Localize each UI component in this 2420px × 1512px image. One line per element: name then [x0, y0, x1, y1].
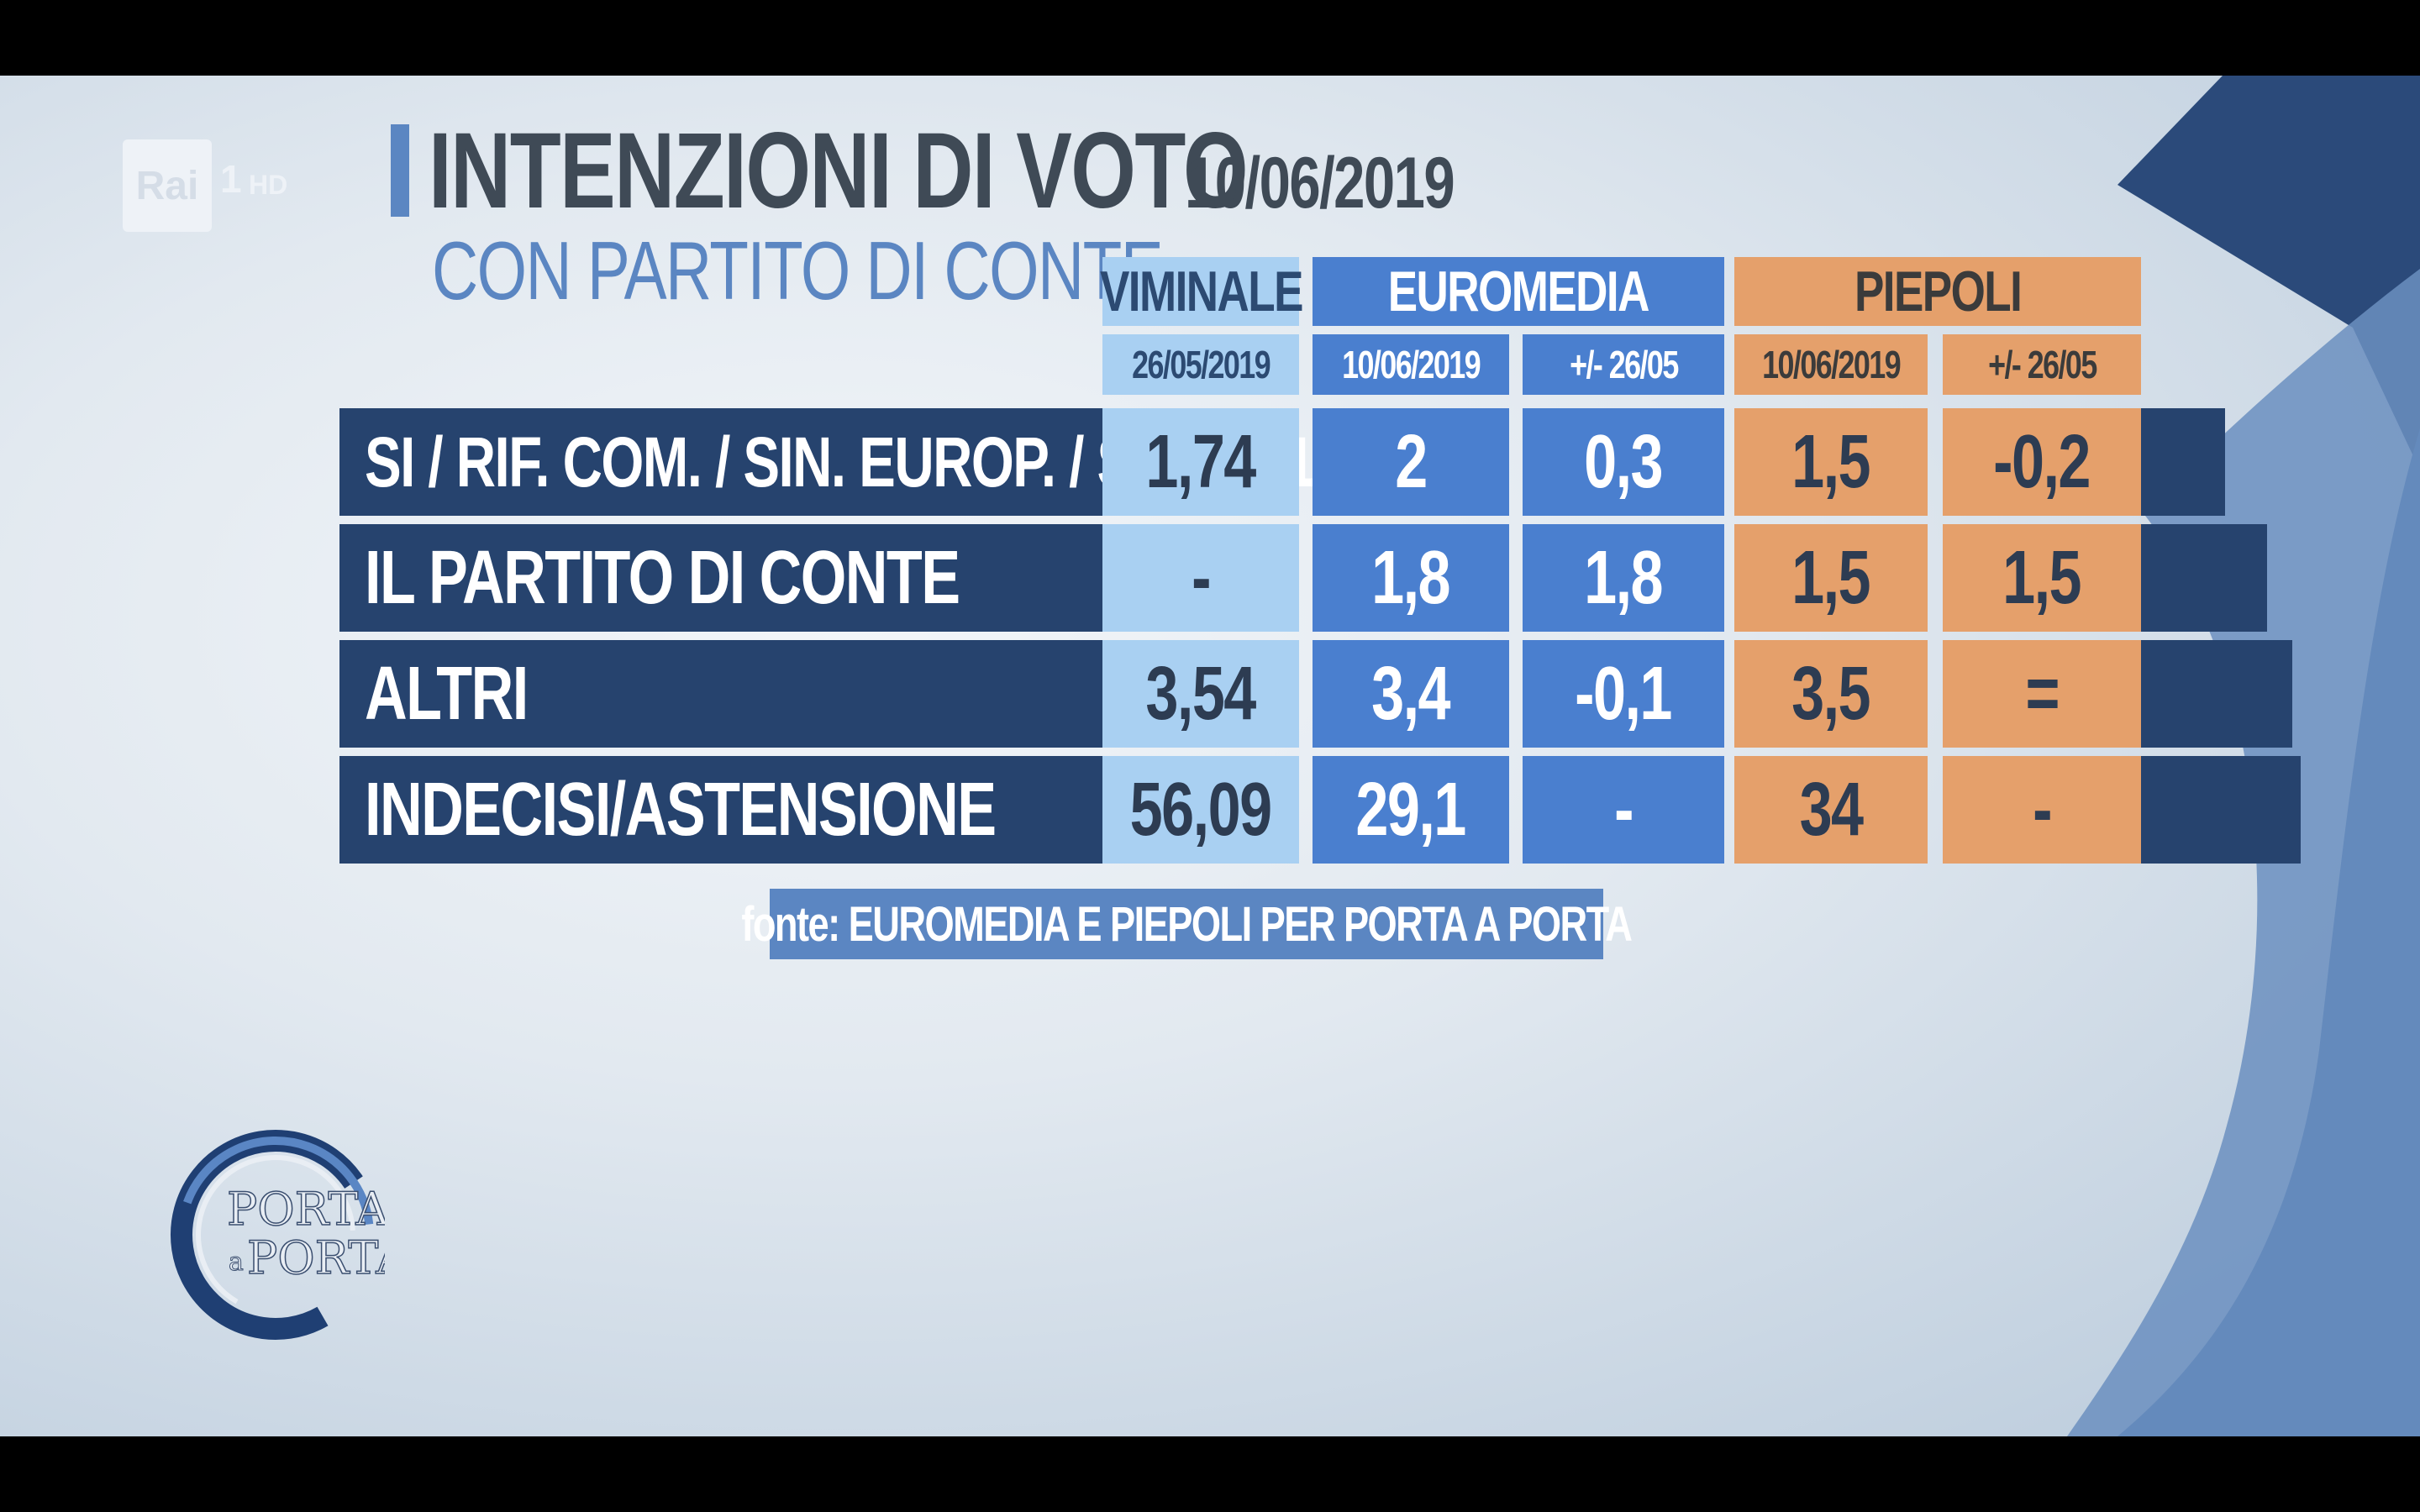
cell-piepoli: 34 [1734, 756, 1928, 864]
header-euromedia: EUROMEDIA [1313, 257, 1724, 326]
row-tail [2141, 408, 2225, 516]
cell-viminale: 56,09 [1102, 756, 1299, 864]
header-piepoli: PIEPOLI [1734, 257, 2141, 326]
cell-viminale: - [1102, 524, 1299, 632]
cell-piepoli: 3,5 [1734, 640, 1928, 748]
broadcast-frame: Rai 1 HD INTENZIONI DI VOTO 10/06/2019 C… [0, 76, 2420, 1436]
rai-logo: Rai [123, 139, 212, 232]
subheader-viminale-date: 26/05/2019 [1102, 334, 1299, 395]
row-label: INDECISI/ASTENSIONE [339, 756, 1102, 864]
cell-piepoli: 1,5 [1734, 408, 1928, 516]
logo-line3: PORTA [247, 1231, 385, 1284]
subheader-euromedia-diff: +/- 26/05 [1523, 334, 1724, 395]
header-viminale: VIMINALE [1100, 257, 1303, 326]
subheader-piepoli-diff: +/- 26/05 [1943, 334, 2141, 395]
cell-piepoli-diff: 1,5 [1943, 524, 2141, 632]
cell-piepoli-diff: - [1943, 756, 2141, 864]
rai-logo-text: Rai [135, 163, 199, 208]
cell-piepoli: 1,5 [1734, 524, 1928, 632]
logo-line2: a [229, 1247, 244, 1277]
source-note: fonte: EUROMEDIA E PIEPOLI PER PORTA A P… [741, 889, 1633, 959]
page-title: INTENZIONI DI VOTO [429, 111, 1249, 231]
cell-euromedia-diff: 0,3 [1523, 408, 1724, 516]
cell-euromedia-diff: - [1523, 756, 1724, 864]
cell-euromedia: 1,8 [1313, 524, 1509, 632]
subheader-euromedia-date: 10/06/2019 [1313, 334, 1509, 395]
cell-euromedia-diff: -0,1 [1523, 640, 1724, 748]
row-label: ALTRI [339, 640, 1102, 748]
row-tail [2141, 756, 2301, 864]
channel-number: 1 [220, 157, 242, 201]
title-date: 10/06/2019 [1185, 143, 1455, 223]
cell-euromedia: 29,1 [1313, 756, 1509, 864]
hd-badge: HD [249, 170, 288, 200]
row-label: IL PARTITO DI CONTE [339, 524, 1102, 632]
cell-euromedia: 2 [1313, 408, 1509, 516]
row-label: SI / RIF. COM. / SIN. EUROP. / SIN. ITAL… [339, 408, 1341, 516]
row-tail [2141, 640, 2292, 748]
cell-viminale: 1,74 [1102, 408, 1299, 516]
title-accent-bar [391, 124, 409, 217]
row-tail [2141, 524, 2267, 632]
cell-piepoli-diff: = [1943, 640, 2141, 748]
logo-line1: PORTA [227, 1183, 385, 1236]
subheader-piepoli-date: 10/06/2019 [1734, 334, 1928, 395]
cell-piepoli-diff: -0,2 [1943, 408, 2141, 516]
background-decoration [2067, 76, 2420, 1436]
cell-euromedia: 3,4 [1313, 640, 1509, 748]
cell-euromedia-diff: 1,8 [1523, 524, 1724, 632]
porta-a-porta-logo: PORTA a PORTA [171, 1130, 385, 1340]
subtitle: CON PARTITO DI CONTE [432, 224, 1164, 317]
cell-viminale: 3,54 [1102, 640, 1299, 748]
